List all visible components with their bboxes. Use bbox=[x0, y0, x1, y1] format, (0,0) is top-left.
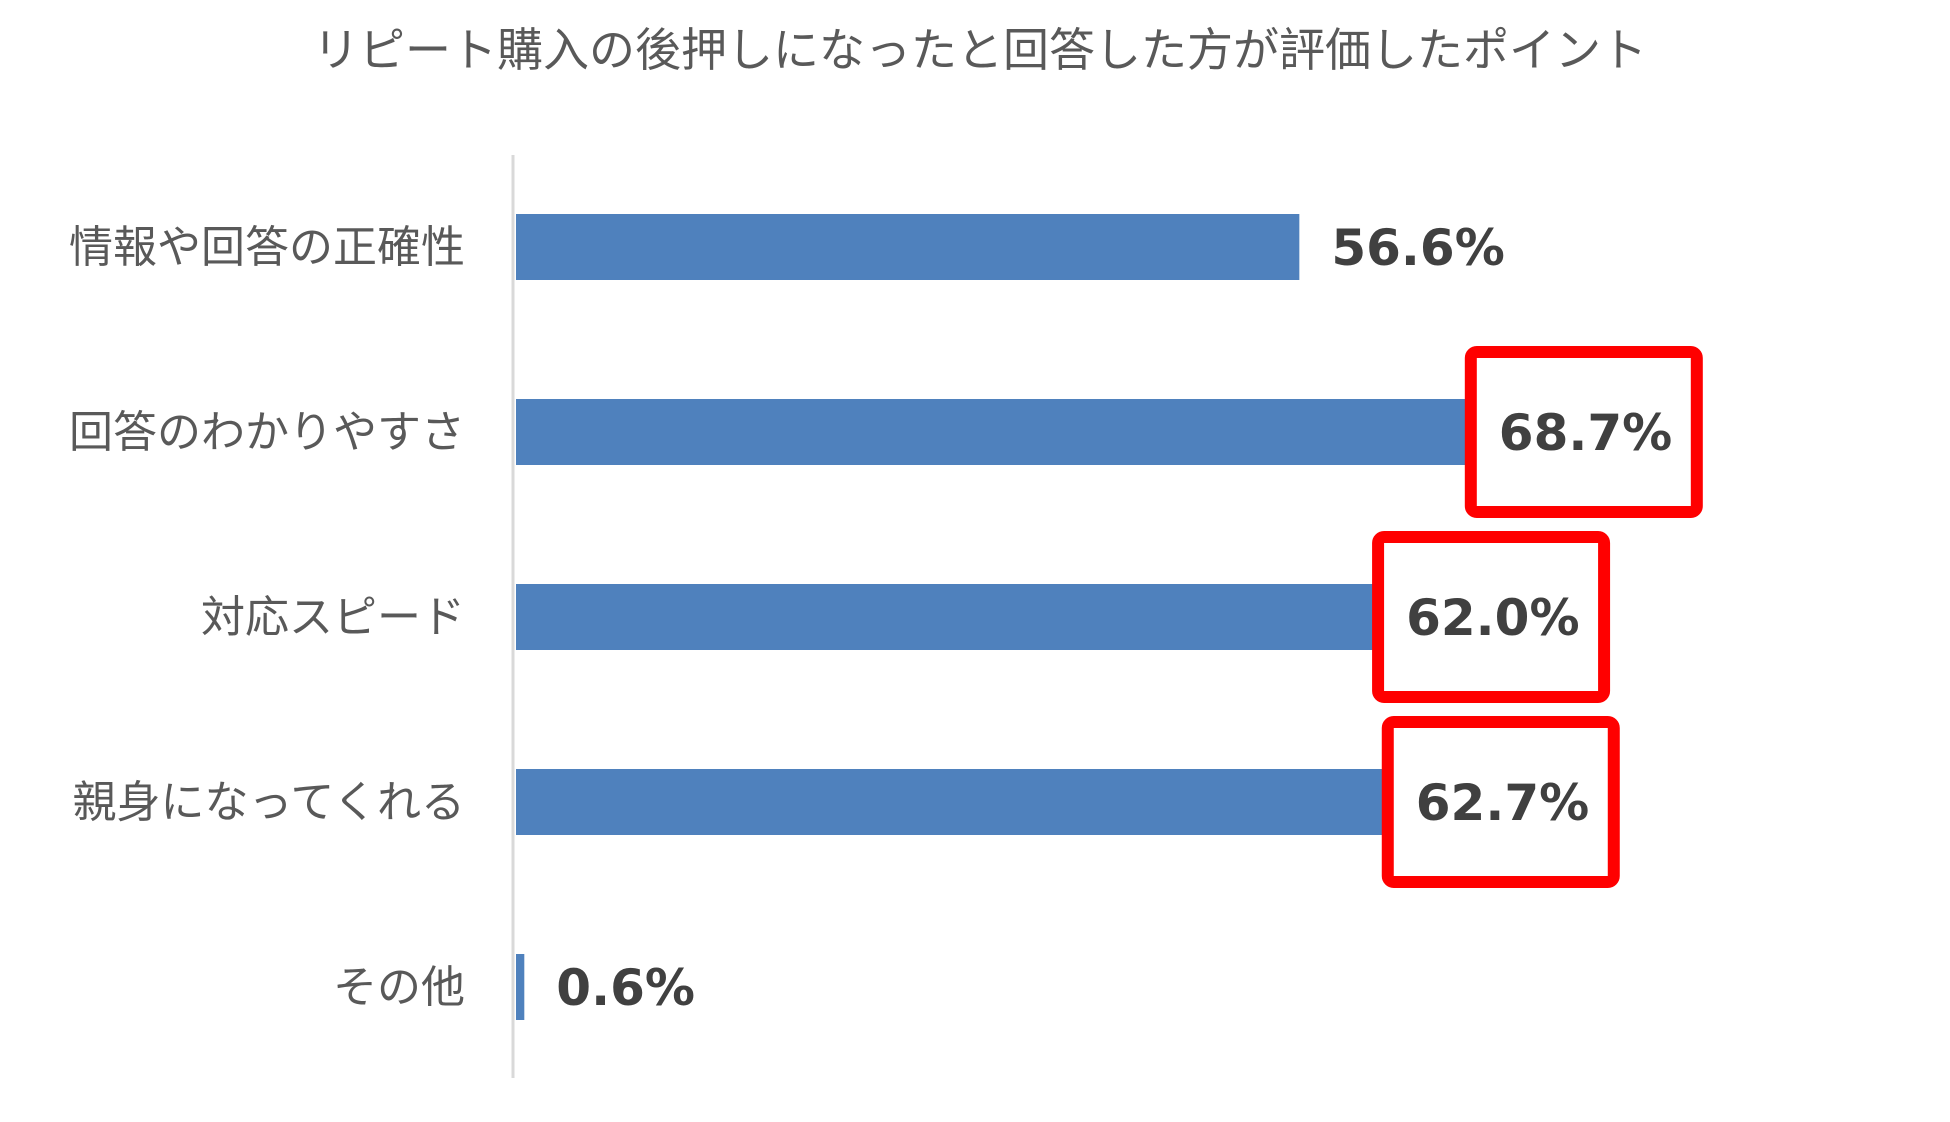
category-label: その他 bbox=[333, 962, 465, 1013]
value-labels: 56.6% 68.7% 62.0% 62.7% 0.6% bbox=[556, 219, 1672, 1017]
bars bbox=[516, 214, 1467, 1020]
highlight-box bbox=[1381, 716, 1620, 888]
value-label: 56.6% bbox=[1331, 219, 1504, 277]
bar bbox=[516, 769, 1384, 835]
category-label: 情報や回答の正確性 bbox=[69, 222, 465, 273]
value-label: 0.6% bbox=[556, 959, 695, 1017]
category-label: 回答のわかりやすさ bbox=[69, 407, 465, 458]
value-label: 68.7% bbox=[1499, 404, 1672, 462]
highlight-boxes bbox=[1372, 346, 1703, 888]
bar bbox=[516, 399, 1467, 465]
highlight-box bbox=[1464, 346, 1703, 518]
bar bbox=[516, 214, 1300, 280]
highlight-box bbox=[1372, 531, 1611, 703]
chart-title: リピート購入の後押しになったと回答した方が評価したポイント bbox=[313, 23, 1647, 77]
value-label: 62.0% bbox=[1406, 589, 1579, 647]
category-label: 対応スピード bbox=[201, 592, 465, 643]
bar bbox=[516, 954, 525, 1020]
value-label: 62.7% bbox=[1416, 774, 1589, 832]
category-label: 親身になってくれる bbox=[73, 777, 465, 828]
bar bbox=[516, 584, 1375, 650]
